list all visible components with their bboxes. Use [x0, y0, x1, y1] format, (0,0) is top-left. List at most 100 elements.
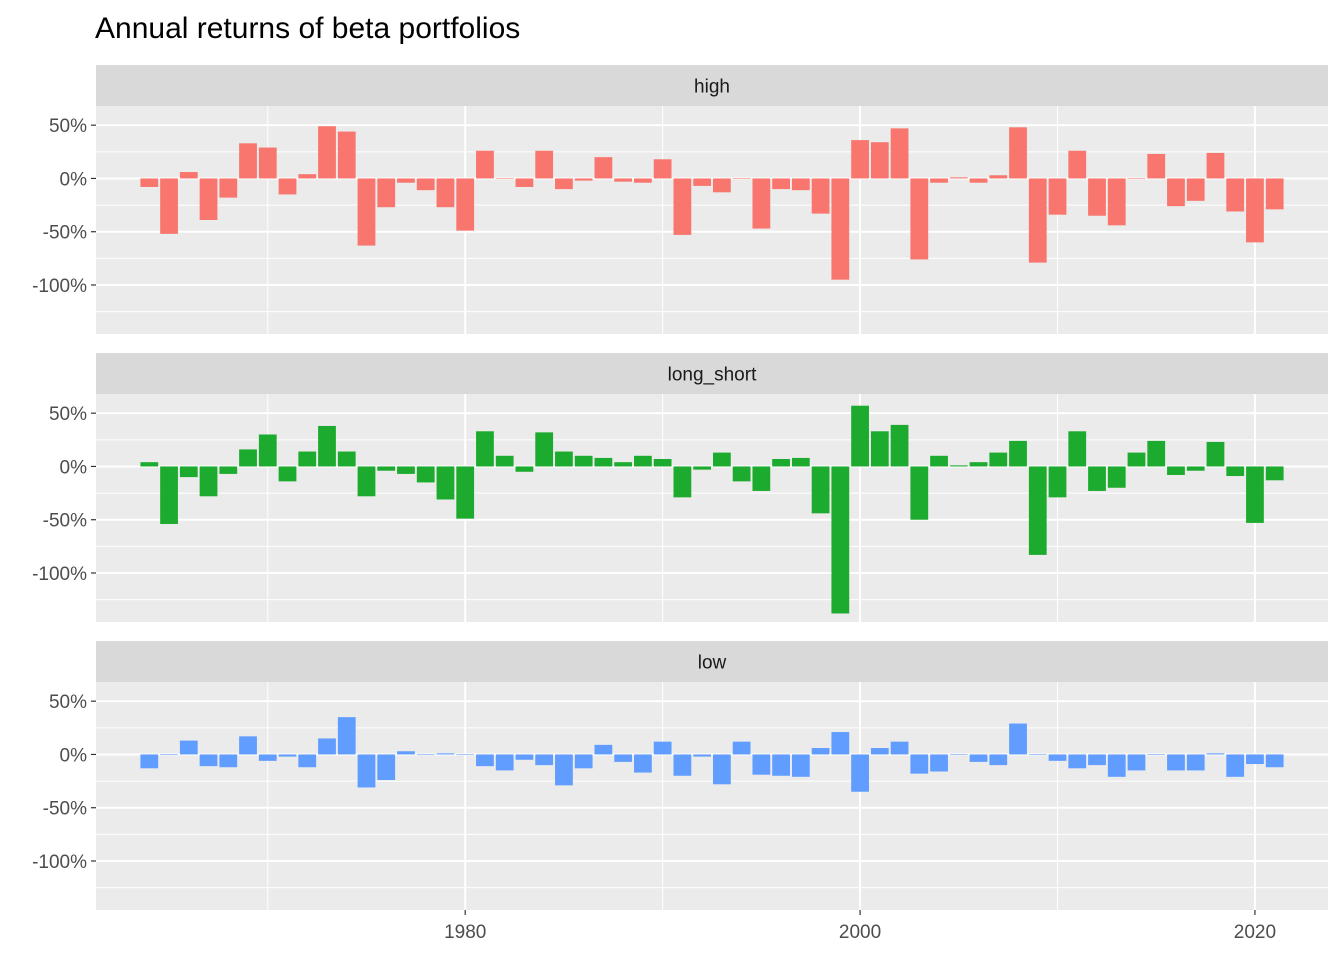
bar-long_short-1964	[140, 462, 159, 467]
bar-high-1975	[357, 178, 376, 246]
y-tick-label: -50%	[43, 511, 87, 532]
bar-long_short-1977	[397, 466, 415, 474]
x-tick-label: 1980	[444, 922, 486, 943]
bar-long_short-1966	[179, 466, 198, 478]
bar-high-2021	[1265, 178, 1284, 210]
bar-long_short-2007	[989, 452, 1008, 467]
bar-high-1976	[377, 178, 396, 208]
bar-high-1977	[397, 178, 415, 183]
y-tick-label: -100%	[32, 276, 87, 297]
bar-high-2016	[1167, 178, 1185, 207]
bar-low-1992	[693, 754, 712, 757]
bar-high-1983	[515, 178, 534, 187]
bar-high-1987	[594, 157, 613, 179]
bar-low-1993	[712, 754, 731, 785]
facet-strip-label: long_short	[668, 365, 757, 386]
bar-high-1989	[634, 178, 652, 183]
bar-low-1994	[732, 741, 751, 755]
bar-long_short-1972	[298, 451, 317, 467]
bar-long_short-2004	[930, 455, 948, 467]
bar-low-1987	[594, 744, 613, 755]
bar-long_short-2011	[1068, 431, 1087, 467]
bar-long_short-1985	[555, 451, 573, 467]
x-tick-label: 2020	[1234, 922, 1276, 943]
bar-long_short-2014	[1127, 452, 1146, 467]
bar-low-1995	[752, 754, 771, 775]
bar-long_short-2003	[910, 466, 929, 520]
bar-high-1967	[199, 178, 218, 220]
panel-background	[96, 682, 1328, 910]
bar-high-2017	[1186, 178, 1205, 201]
bar-high-1994	[732, 178, 751, 180]
bar-low-2004	[930, 754, 948, 772]
bar-high-2004	[930, 178, 948, 183]
bar-long_short-2016	[1167, 466, 1185, 475]
y-tick-label: 50%	[49, 404, 87, 425]
x-axis: 1980 2000 2020	[444, 910, 1276, 943]
bar-low-1981	[476, 754, 494, 767]
y-tick-label: 0%	[60, 457, 88, 478]
bar-long_short-1998	[811, 466, 830, 514]
bar-long_short-1994	[732, 466, 751, 482]
bar-long_short-1984	[535, 432, 554, 467]
bar-high-1996	[772, 178, 790, 190]
bar-low-2006	[969, 754, 988, 762]
bar-low-1971	[278, 754, 297, 757]
bar-high-1999	[831, 178, 850, 280]
bar-long_short-2000	[851, 405, 869, 467]
bar-long_short-2017	[1186, 466, 1205, 471]
bar-long_short-1968	[219, 466, 238, 474]
bar-long_short-2008	[1009, 440, 1027, 467]
bar-long_short-2018	[1206, 441, 1225, 467]
bar-low-2012	[1088, 754, 1106, 766]
y-tick-label: -50%	[43, 223, 87, 244]
bar-high-1982	[495, 178, 514, 180]
bar-low-1980	[456, 754, 475, 756]
bar-high-2008	[1009, 127, 1027, 179]
bar-long_short-2001	[870, 431, 889, 467]
bar-high-1995	[752, 178, 771, 229]
bar-long_short-1980	[456, 466, 475, 519]
bar-low-1984	[535, 754, 554, 766]
facet-panels: high 50% 0% -50% -100% long_short 50% 0% -50% -10…	[32, 65, 1328, 910]
bar-low-2005	[949, 754, 968, 756]
bar-low-2007	[989, 754, 1008, 766]
bar-high-2006	[969, 178, 988, 183]
bar-high-1986	[574, 178, 593, 181]
bar-high-2020	[1246, 178, 1264, 243]
bar-long_short-2005	[949, 465, 968, 467]
bar-low-1967	[199, 754, 218, 767]
bar-low-1989	[634, 754, 652, 773]
bar-long_short-1988	[614, 462, 633, 467]
bar-high-2010	[1048, 178, 1067, 215]
bar-high-2003	[910, 178, 929, 260]
bar-high-1980	[456, 178, 475, 231]
bar-high-1979	[436, 178, 455, 208]
bar-long_short-1965	[160, 466, 178, 524]
bar-high-1969	[239, 143, 257, 179]
bar-low-1977	[397, 751, 415, 755]
bar-long_short-2010	[1048, 466, 1067, 498]
bar-low-1968	[219, 754, 238, 768]
bar-high-2002	[890, 128, 909, 179]
bar-high-1965	[160, 178, 178, 234]
bar-high-1984	[535, 150, 554, 179]
bar-long_short-1992	[693, 466, 712, 470]
bar-low-1996	[772, 754, 790, 776]
bar-high-2012	[1088, 178, 1106, 216]
bar-low-1985	[555, 754, 573, 786]
bar-low-1975	[357, 754, 376, 788]
bar-long_short-1999	[831, 466, 850, 614]
bar-high-1971	[278, 178, 297, 195]
y-tick-label: -100%	[32, 564, 87, 585]
bar-low-2019	[1226, 754, 1245, 777]
bar-low-2003	[910, 754, 929, 774]
bar-long_short-1996	[772, 458, 790, 467]
bar-low-1998	[811, 748, 830, 755]
bar-low-1978	[416, 754, 435, 756]
panel-background	[96, 394, 1328, 622]
facet-strip	[96, 641, 1328, 682]
bar-low-2011	[1068, 754, 1087, 769]
bar-low-2017	[1186, 754, 1205, 771]
